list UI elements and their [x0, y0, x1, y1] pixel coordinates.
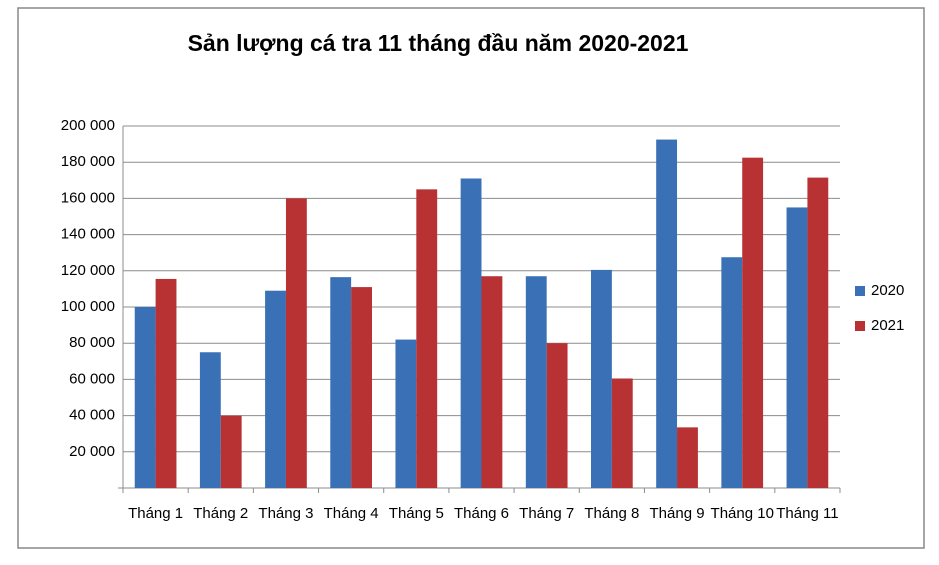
x-tick-label: Tháng 3	[258, 505, 313, 522]
x-tick-label: Tháng 4	[324, 505, 379, 522]
bar	[525, 276, 547, 488]
bar	[134, 307, 156, 488]
bar	[591, 269, 612, 488]
bar	[395, 339, 417, 488]
y-tick-label: 20 000	[69, 443, 115, 460]
y-tick-label: 100 000	[61, 298, 115, 315]
bar	[220, 415, 242, 488]
x-tick-label: Tháng 1	[128, 505, 183, 522]
bar	[656, 139, 678, 488]
bar	[786, 207, 808, 488]
bar	[460, 178, 482, 489]
bar	[155, 278, 177, 488]
y-tick-label: 180 000	[61, 153, 115, 170]
chart-title: Sản lượng cá tra 11 tháng đầu năm 2020-2…	[188, 30, 689, 56]
y-tick-label: 200 000	[61, 117, 115, 134]
bar	[481, 276, 503, 488]
bar	[265, 290, 286, 488]
y-tick-label: 160 000	[61, 189, 115, 206]
legend-label: 2020	[871, 282, 904, 299]
bar	[351, 287, 372, 488]
x-tick-label: Tháng 11	[776, 505, 838, 522]
bar	[546, 343, 568, 488]
y-tick-label: 80 000	[69, 334, 115, 351]
legend-swatch	[855, 321, 865, 331]
x-tick-label: Tháng 6	[454, 505, 509, 522]
x-tick-label: Tháng 7	[519, 505, 574, 522]
y-tick-label: 60 000	[69, 370, 115, 387]
y-tick-label: 40 000	[69, 407, 115, 424]
y-tick-label: 140 000	[61, 226, 115, 243]
x-tick-label: Tháng 2	[193, 505, 248, 522]
x-tick-label: Tháng 5	[389, 505, 444, 522]
bar	[807, 177, 829, 488]
x-tick-label: Tháng 9	[650, 505, 705, 522]
legend-swatch	[855, 286, 865, 296]
x-tick-label: Tháng 8	[584, 505, 639, 522]
bar	[721, 257, 743, 488]
bar	[677, 427, 698, 488]
y-tick-label: 120 000	[61, 262, 115, 279]
bar	[742, 157, 764, 489]
bar	[330, 277, 352, 488]
bar	[199, 352, 221, 488]
bar	[611, 378, 633, 488]
bar	[285, 198, 307, 488]
legend-label: 2021	[871, 317, 904, 334]
bar	[416, 189, 438, 488]
x-tick-label: Tháng 10	[711, 505, 774, 522]
